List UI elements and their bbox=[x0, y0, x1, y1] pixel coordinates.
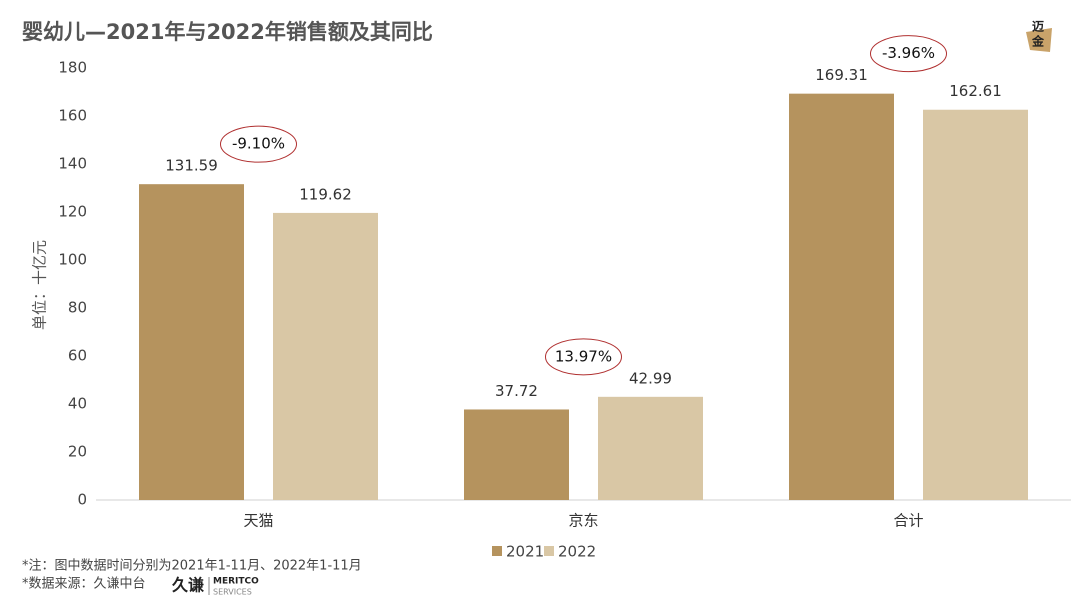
bar bbox=[923, 109, 1028, 501]
y-tick-label: 40 bbox=[68, 395, 87, 413]
bar bbox=[598, 396, 703, 500]
value-label: 131.59 bbox=[165, 157, 218, 175]
yoy-ellipse bbox=[220, 125, 297, 163]
logo-text: MERITCO bbox=[213, 577, 259, 587]
logo-text: 久谦 bbox=[172, 576, 204, 595]
value-label: 37.72 bbox=[495, 382, 538, 400]
corner-logo-text: 迈 bbox=[1032, 20, 1044, 34]
logo-text: SERVICES bbox=[213, 588, 252, 597]
value-label: 42.99 bbox=[629, 369, 672, 387]
legend-label: 2022 bbox=[558, 543, 596, 561]
chart-title: 婴幼儿—2021年与2022年销售额及其同比 bbox=[22, 20, 433, 44]
value-label: 162.61 bbox=[949, 82, 1002, 100]
value-label: 169.31 bbox=[815, 66, 868, 84]
note: *数据来源：久谦中台 bbox=[22, 577, 146, 592]
x-tick-label: 京东 bbox=[568, 512, 598, 530]
legend-swatch bbox=[492, 546, 502, 556]
bar bbox=[789, 93, 894, 500]
y-axis-label: 单位：十亿元 bbox=[31, 240, 49, 330]
note: *注：图中数据时间分别为2021年1-11月、2022年1-11月 bbox=[22, 559, 362, 574]
legend-label: 2021 bbox=[506, 543, 544, 561]
x-tick-label: 合计 bbox=[893, 512, 923, 530]
yoy-ellipse bbox=[545, 338, 622, 376]
y-tick-label: 60 bbox=[68, 347, 87, 365]
bar bbox=[464, 409, 569, 500]
y-tick-label: 20 bbox=[68, 443, 87, 461]
value-label: 119.62 bbox=[299, 185, 352, 203]
x-tick-label: 天猫 bbox=[243, 512, 273, 530]
yoy-label: -3.96% bbox=[882, 44, 935, 62]
y-tick-label: 180 bbox=[58, 59, 87, 77]
y-tick-label: 160 bbox=[58, 107, 87, 125]
yoy-label: -9.10% bbox=[232, 135, 285, 153]
legend-swatch bbox=[544, 546, 554, 556]
y-tick-label: 120 bbox=[58, 203, 87, 221]
yoy-label: 13.97% bbox=[555, 347, 612, 365]
corner-logo-text: 金 bbox=[1031, 34, 1045, 49]
bar bbox=[139, 184, 244, 500]
y-tick-label: 140 bbox=[58, 155, 87, 173]
y-tick-label: 100 bbox=[58, 251, 87, 269]
y-tick-label: 0 bbox=[77, 491, 87, 509]
yoy-ellipse bbox=[870, 35, 947, 73]
bar bbox=[273, 212, 378, 501]
y-tick-label: 80 bbox=[68, 299, 87, 317]
corner-logo-shape bbox=[1026, 28, 1052, 52]
